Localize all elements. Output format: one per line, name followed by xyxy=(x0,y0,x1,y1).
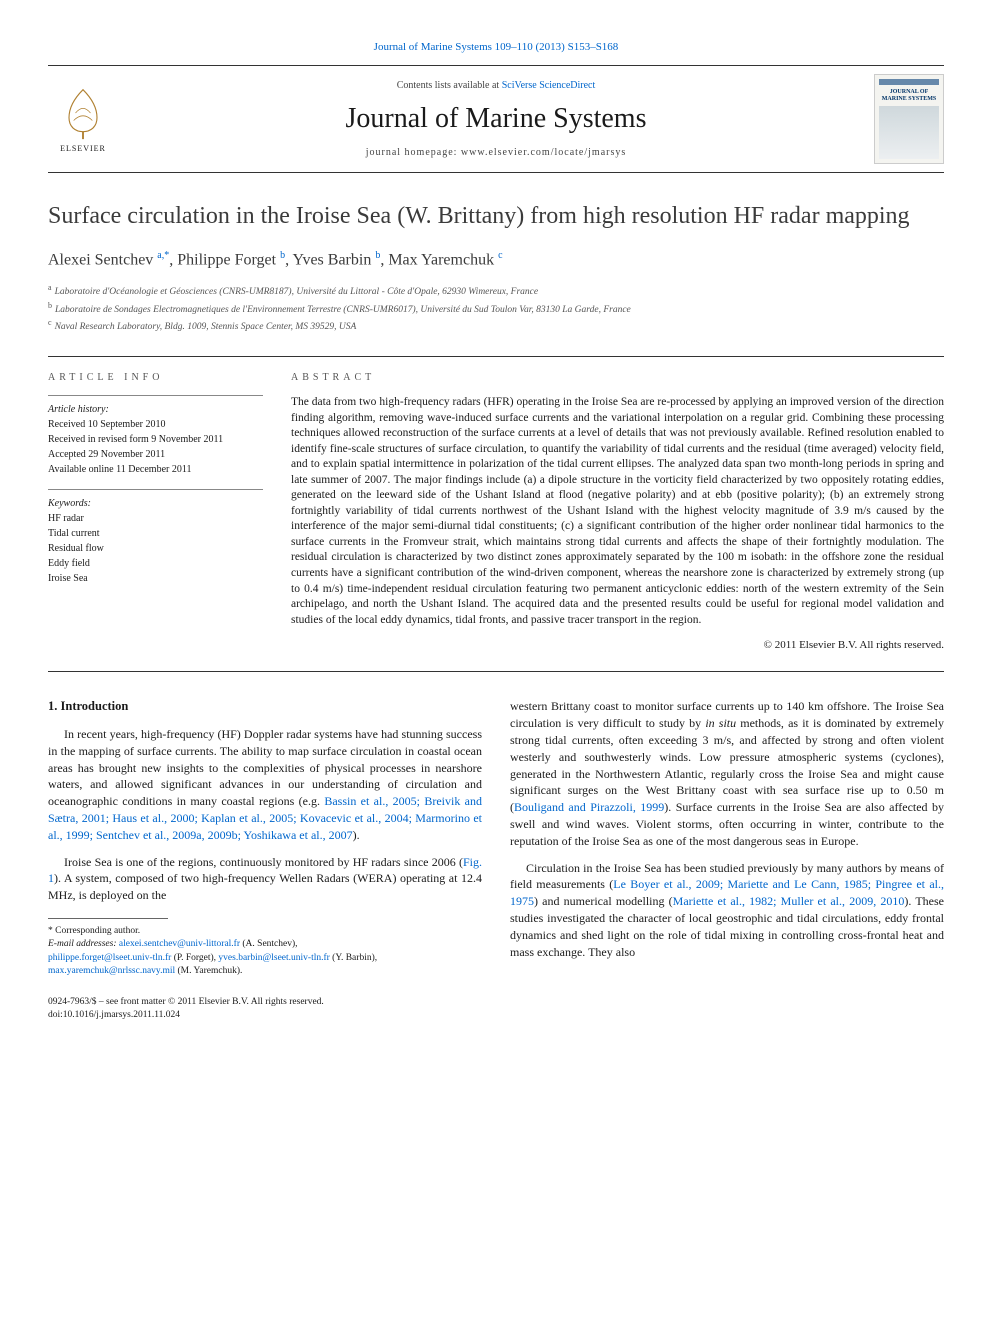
email-owner: (A. Sentchev), xyxy=(240,939,298,949)
journal-name: Journal of Marine Systems xyxy=(118,99,874,138)
email-link[interactable]: yves.barbin@lseet.univ-tln.fr xyxy=(218,953,329,963)
keyword: Eddy field xyxy=(48,556,263,571)
top-journal-link[interactable]: Journal of Marine Systems 109–110 (2013)… xyxy=(374,41,619,53)
email-link[interactable]: max.yaremchuk@nrlssc.navy.mil xyxy=(48,966,175,976)
abstract-label: ABSTRACT xyxy=(291,371,944,385)
affil-text: Laboratoire d'Océanologie et Géosciences… xyxy=(55,287,539,297)
info-abstract-row: ARTICLE INFO Article history: Received 1… xyxy=(48,356,944,672)
keyword: Iroise Sea xyxy=(48,571,263,586)
keyword: Tidal current xyxy=(48,526,263,541)
email-owner: (P. Forget), xyxy=(171,953,218,963)
author-name: , Max Yaremchuk xyxy=(380,252,498,269)
affil-sup: a xyxy=(48,283,52,292)
journal-cover-icon: JOURNAL OF MARINE SYSTEMS xyxy=(874,74,944,164)
abstract-column: ABSTRACT The data from two high-frequenc… xyxy=(291,371,944,653)
header-center: Contents lists available at SciVerse Sci… xyxy=(118,79,874,160)
article-info-column: ARTICLE INFO Article history: Received 1… xyxy=(48,371,263,653)
p1b: ). xyxy=(353,828,360,842)
author-affil-sup: c xyxy=(498,250,502,261)
footnotes: * Corresponding author. E-mail addresses… xyxy=(48,925,482,978)
top-journal-ref: Journal of Marine Systems 109–110 (2013)… xyxy=(48,40,944,55)
body-columns: 1. Introduction In recent years, high-fr… xyxy=(48,698,944,978)
abstract-copyright: © 2011 Elsevier B.V. All rights reserved… xyxy=(291,638,944,653)
article-info-label: ARTICLE INFO xyxy=(48,371,263,385)
email-label: E-mail addresses: xyxy=(48,939,119,949)
author-name: , Yves Barbin xyxy=(285,252,375,269)
intro-para-4: Circulation in the Iroise Sea has been s… xyxy=(510,860,944,961)
contents-prefix: Contents lists available at xyxy=(397,80,502,91)
right-column: western Brittany coast to monitor surfac… xyxy=(510,698,944,978)
footer-left: 0924-7963/$ – see front matter © 2011 El… xyxy=(48,996,324,1023)
affiliations: aLaboratoire d'Océanologie et Géoscience… xyxy=(48,282,944,334)
p3-italic: in situ xyxy=(705,716,736,730)
footer: 0924-7963/$ – see front matter © 2011 El… xyxy=(48,996,944,1023)
affiliation-line: aLaboratoire d'Océanologie et Géoscience… xyxy=(48,282,944,299)
intro-para-1: In recent years, high-frequency (HF) Dop… xyxy=(48,726,482,844)
email-link[interactable]: alexei.sentchev@univ-littoral.fr xyxy=(119,939,240,949)
journal-cover-title: JOURNAL OF MARINE SYSTEMS xyxy=(879,89,939,102)
history-line: Received in revised form 9 November 2011 xyxy=(48,432,263,447)
history-label: Article history: xyxy=(48,402,263,417)
abstract-text: The data from two high-frequency radars … xyxy=(291,395,944,628)
intro-para-3: western Brittany coast to monitor surfac… xyxy=(510,698,944,849)
keywords-label: Keywords: xyxy=(48,496,263,511)
footnote-separator xyxy=(48,918,168,919)
keyword: HF radar xyxy=(48,511,263,526)
article-title: Surface circulation in the Iroise Sea (W… xyxy=(48,201,944,231)
authors-line: Alexei Sentchev a,*, Philippe Forget b, … xyxy=(48,249,944,272)
affiliation-line: bLaboratoire de Sondages Electromagnetiq… xyxy=(48,300,944,317)
keyword: Residual flow xyxy=(48,541,263,556)
author-name: , Philippe Forget xyxy=(169,252,280,269)
email-owner: (M. Yaremchuk). xyxy=(175,966,242,976)
footer-copyright: 0924-7963/$ – see front matter © 2011 El… xyxy=(48,996,324,1009)
ref-link-2[interactable]: Bouligand and Pirazzoli, 1999 xyxy=(514,800,664,814)
affil-text: Laboratoire de Sondages Electromagnetiqu… xyxy=(55,305,631,315)
affiliation-line: cNaval Research Laboratory, Bldg. 1009, … xyxy=(48,317,944,334)
affil-sup: c xyxy=(48,318,52,327)
p2a: Iroise Sea is one of the regions, contin… xyxy=(64,855,463,869)
email-addresses: E-mail addresses: alexei.sentchev@univ-l… xyxy=(48,938,482,978)
journal-homepage: journal homepage: www.elsevier.com/locat… xyxy=(118,146,874,160)
author-name: Alexei Sentchev xyxy=(48,252,157,269)
elsevier-logo: ELSEVIER xyxy=(48,79,118,159)
sciencedirect-link[interactable]: SciVerse ScienceDirect xyxy=(502,80,596,91)
elsevier-tree-icon xyxy=(55,85,111,141)
history-line: Available online 11 December 2011 xyxy=(48,462,263,477)
footer-doi: doi:10.1016/j.jmarsys.2011.11.024 xyxy=(48,1009,324,1022)
journal-header: ELSEVIER Contents lists available at Sci… xyxy=(48,65,944,173)
elsevier-label: ELSEVIER xyxy=(60,143,106,154)
p2b: ). A system, composed of two high-freque… xyxy=(48,871,482,902)
affil-sup: b xyxy=(48,301,52,310)
article-history-block: Article history: Received 10 September 2… xyxy=(48,395,263,477)
p4b: ) and numerical modelling ( xyxy=(534,894,673,908)
contents-line: Contents lists available at SciVerse Sci… xyxy=(118,79,874,93)
history-line: Accepted 29 November 2011 xyxy=(48,447,263,462)
corresponding-author: * Corresponding author. xyxy=(48,925,482,938)
affil-text: Naval Research Laboratory, Bldg. 1009, S… xyxy=(55,322,357,332)
email-owner: (Y. Barbin), xyxy=(330,953,377,963)
intro-para-2: Iroise Sea is one of the regions, contin… xyxy=(48,854,482,904)
email-link[interactable]: philippe.forget@lseet.univ-tln.fr xyxy=(48,953,171,963)
section-1-heading: 1. Introduction xyxy=(48,698,482,716)
history-line: Received 10 September 2010 xyxy=(48,417,263,432)
left-column: 1. Introduction In recent years, high-fr… xyxy=(48,698,482,978)
keywords-block: Keywords: HF radarTidal currentResidual … xyxy=(48,489,263,586)
ref-link-4[interactable]: Mariette et al., 1982; Muller et al., 20… xyxy=(673,894,905,908)
